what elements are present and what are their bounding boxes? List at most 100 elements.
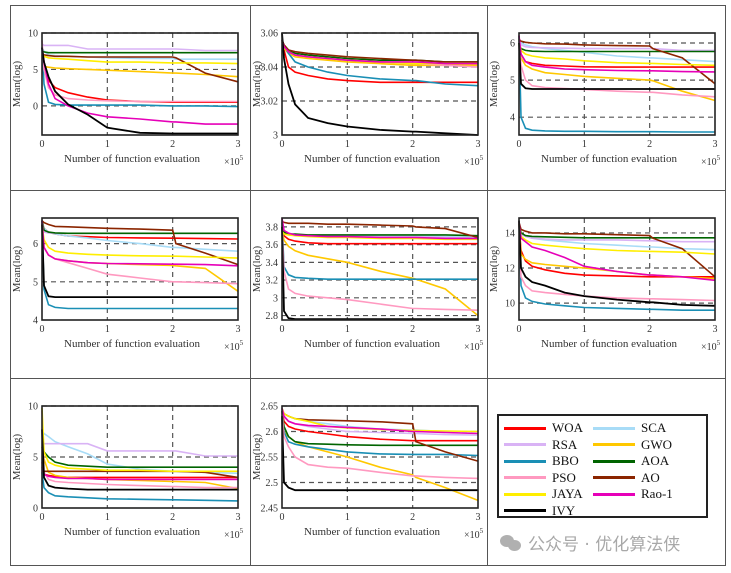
series-line-woa xyxy=(281,41,478,84)
x-axis-label: Number of function evaluation xyxy=(304,526,440,538)
x-tick-label: 1 xyxy=(105,512,110,523)
series-line-aoa xyxy=(518,42,715,53)
series-line-bbo xyxy=(281,411,479,457)
legend-swatch xyxy=(504,492,546,496)
series-line-gwo xyxy=(281,411,479,502)
x-tick-label: 2 xyxy=(410,324,415,335)
series-line-aoa xyxy=(41,50,238,54)
chart-svg: 2.45 2.5 2.55 2.6 2.65 0 1 2 3 Number of function… xyxy=(251,402,484,542)
series-line-ivy xyxy=(518,42,715,90)
series-line-rao-1 xyxy=(41,461,238,481)
x-axis-label: Number of function evaluation xyxy=(304,338,440,350)
series-line-aoa xyxy=(281,228,479,237)
y-tick-label: 2.55 xyxy=(261,453,279,464)
series-line-rao-1 xyxy=(281,408,479,435)
series-line-jaya xyxy=(518,223,716,255)
legend-label: IVY xyxy=(552,502,576,518)
y-tick-label: 3.2 xyxy=(266,276,279,287)
x-tick-label: 0 xyxy=(40,512,45,523)
chart-panel-4: 4 5 6 0 1 2 3 Number of function evaluation ×105… xyxy=(10,190,251,379)
series-line-rao-1 xyxy=(281,39,478,65)
series-line-ao xyxy=(281,39,478,63)
y-tick-label: 3.06 xyxy=(261,29,279,40)
chart-panel-1: 0 5 10 0 1 2 3 Number of function evaluation ×10… xyxy=(10,5,251,191)
axes-box xyxy=(518,32,716,136)
legend-label: Rao-1 xyxy=(641,486,673,501)
series-line-pso xyxy=(41,40,238,103)
x-tick-label: 3 xyxy=(236,139,241,150)
y-tick-label: 10 xyxy=(28,402,38,413)
y-tick-label: 2.5 xyxy=(266,478,279,489)
x-axis-scale: ×105 xyxy=(464,339,484,353)
legend-item-aoa: AOA xyxy=(593,453,669,469)
series-line-ivy xyxy=(281,32,479,136)
axes-box xyxy=(41,405,239,509)
series-line-ao xyxy=(518,38,716,85)
series-line-ivy xyxy=(41,224,238,298)
chart-panel-3: 4 5 6 0 1 2 3 Number of function evaluation ×105… xyxy=(487,5,726,191)
chart-svg: 0 5 10 0 1 2 3 Number of function evaluation ×10… xyxy=(11,29,244,169)
series-line-sca xyxy=(41,220,239,252)
x-axis-label: Number of function evaluation xyxy=(64,526,200,538)
chart-panel-6: 10 12 14 0 1 2 3 Number of function evaluation ×… xyxy=(487,190,726,379)
x-tick-label: 2 xyxy=(170,324,175,335)
x-tick-label: 0 xyxy=(280,512,285,523)
y-axis-label: Mean(log) xyxy=(488,245,500,292)
series-line-ivy xyxy=(281,416,478,492)
legend-swatch xyxy=(593,492,635,496)
series-line-rsa xyxy=(41,441,238,457)
y-tick-label: 5 xyxy=(33,453,38,464)
legend-swatch xyxy=(504,509,546,512)
series-line-ivy xyxy=(518,220,716,307)
chart-svg: 4 5 6 0 1 2 3 Number of function evaluation ×105… xyxy=(11,217,244,353)
legend-item-jaya: JAYA xyxy=(504,486,583,502)
legend-item-ao: AO xyxy=(593,470,660,486)
wechat-icon xyxy=(500,534,522,551)
x-axis-label: Number of function evaluation xyxy=(304,153,440,165)
series-line-ao xyxy=(41,220,239,266)
series-line-woa xyxy=(281,230,478,245)
series-line-rsa xyxy=(518,223,715,243)
axes-box xyxy=(518,217,716,321)
x-tick-label: 2 xyxy=(170,139,175,150)
legend-label: WOA xyxy=(552,420,584,435)
x-axis-scale: ×105 xyxy=(701,154,721,168)
x-axis-scale: ×105 xyxy=(464,527,484,541)
series-line-rsa xyxy=(518,39,715,52)
legend-swatch xyxy=(504,443,546,446)
series-line-gwo xyxy=(518,42,716,102)
x-tick-label: 2 xyxy=(170,512,175,523)
legend-item-woa: WOA xyxy=(504,420,583,436)
series-line-bbo xyxy=(518,35,715,133)
chart-svg: 2.8 3 3.2 3.4 3.6 3.8 0 1 2 3 Number of function e… xyxy=(251,217,484,353)
series-line-pso xyxy=(281,411,479,480)
series-line-ao xyxy=(518,222,716,278)
legend-label: BBO xyxy=(552,453,579,468)
y-tick-label: 5 xyxy=(33,65,38,76)
legend-swatch xyxy=(593,426,635,430)
y-tick-label: 2.65 xyxy=(261,402,279,413)
series-line-rao-1 xyxy=(518,35,716,73)
series-line-bbo xyxy=(518,224,715,311)
x-tick-label: 2 xyxy=(647,324,652,335)
series-line-aoa xyxy=(41,220,238,235)
y-tick-label: 2.8 xyxy=(266,311,279,322)
watermark: 公众号 · 优化算法侠 xyxy=(500,530,680,555)
series-line-aoa xyxy=(518,223,715,239)
series-line-jaya xyxy=(41,407,238,473)
legend-item-ivy: IVY xyxy=(504,503,575,519)
chart-svg: 0 5 10 0 1 2 3 Number of function evaluation ×10… xyxy=(11,402,244,542)
legend-item-sca: SCA xyxy=(593,420,666,436)
legend-label: GWO xyxy=(641,436,673,452)
legend-label: PSO xyxy=(552,469,576,485)
x-tick-label: 0 xyxy=(280,324,285,335)
y-axis-label: Mean(log) xyxy=(251,433,263,480)
legend-swatch xyxy=(593,443,635,446)
x-tick-label: 0 xyxy=(40,324,45,335)
series-line-rao-1 xyxy=(518,222,716,282)
y-tick-label: 6 xyxy=(510,39,515,50)
x-tick-label: 2 xyxy=(647,139,652,150)
series-line-jaya xyxy=(41,224,239,259)
series-line-rao-1 xyxy=(41,47,238,125)
